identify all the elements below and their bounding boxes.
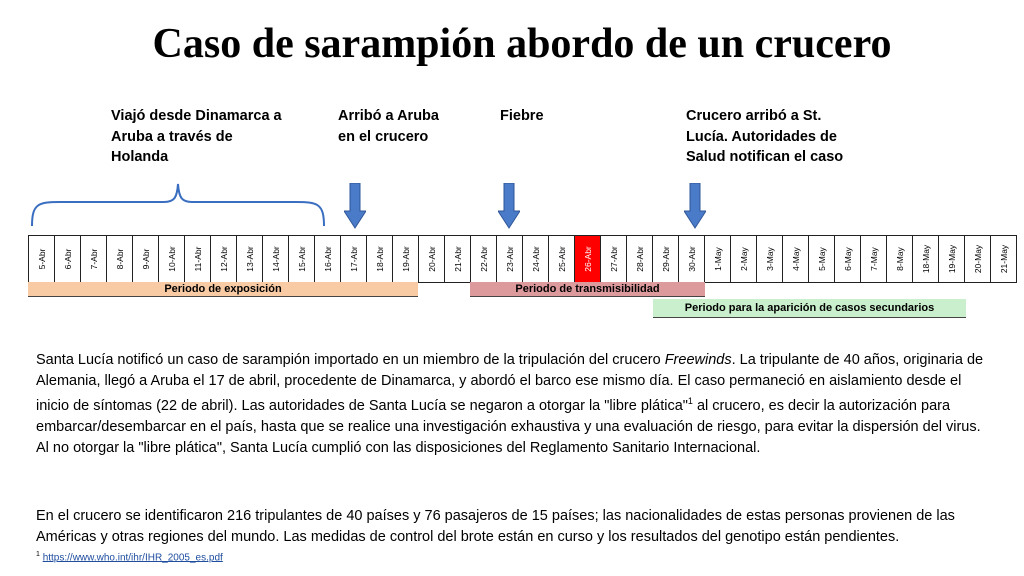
timeline-day-label: 5-May [816,247,827,271]
timeline-day: 3-May [757,236,783,282]
timeline-day: 1-May [705,236,731,282]
timeline-day: 16-Abr [315,236,341,282]
timeline-day-label: 17-Abr [348,246,359,272]
timeline-day-label: 1-May [712,247,723,271]
timeline-day-label: 22-Abr [478,246,489,272]
timeline-day-label: 2-May [738,247,749,271]
timeline-day: 18-Abr [367,236,393,282]
timeline-day-label: 18-May [920,244,931,274]
secondary-cases-period-bar: Periodo para la aparición de casos secun… [653,299,966,318]
exposure-period-bar: Periodo de exposición [28,282,418,297]
timeline-day: 20-Abr [419,236,445,282]
timeline-day: 2-May [731,236,757,282]
timeline-day: 8-May [887,236,913,282]
timeline-day: 7-May [861,236,887,282]
timeline-day-label: 3-May [764,247,775,271]
timeline-day: 20-May [965,236,991,282]
timeline-day: 14-Abr [263,236,289,282]
timeline-day: 9-Abr [133,236,159,282]
timeline-day-label: 11-Abr [192,246,203,272]
timeline-day-label: 15-Abr [296,246,307,272]
timeline-day: 25-Abr [549,236,575,282]
timeline-day-label: 24-Abr [530,246,541,272]
timeline-day-label: 29-Abr [660,246,671,272]
timeline-day: 10-Abr [159,236,185,282]
footnote-reference: 1 [687,396,693,407]
timeline-day-label: 14-Abr [270,246,281,272]
timeline-day: 5-May [809,236,835,282]
annotation-travel: Viajó desde Dinamarca a Aruba a través d… [111,108,282,165]
timeline-day: 17-Abr [341,236,367,282]
timeline-day: 11-Abr [185,236,211,282]
timeline-day-label: 21-May [998,244,1009,274]
timeline-day: 26-Abr [575,236,601,282]
timeline-day-label: 7-Abr [88,248,99,270]
timeline-day-label: 20-Abr [426,246,437,272]
notification-arrow-icon [684,183,706,229]
page-title: Caso de sarampión abordo de un crucero [152,21,892,67]
timeline-day: 12-Abr [211,236,237,282]
timeline: 5-Abr 6-Abr 7-Abr 8-Abr 9-Abr 10-Abr 11-Abr 12-… [28,235,1017,283]
timeline-day: 23-Abr [497,236,523,282]
case-text-start: Santa Lucía notificó un caso de sarampió… [36,352,665,368]
timeline-day: 28-Abr [627,236,653,282]
timeline-day-label: 6-May [842,247,853,271]
timeline-day-label: 19-Abr [400,246,411,272]
timeline-day-label: 30-Abr [686,246,697,272]
footnote-link[interactable]: https://www.who.int/ihr/IHR_2005_es.pdf [42,552,223,564]
timeline-day: 21-May [991,236,1017,282]
timeline-day-label: 12-Abr [218,246,229,272]
timeline-day: 15-Abr [289,236,315,282]
timeline-day: 27-Abr [601,236,627,282]
timeline-day: 22-Abr [471,236,497,282]
timeline-day: 29-Abr [653,236,679,282]
case-text-middle: . La tripulante de 40 años, originaria d… [36,352,984,415]
timeline-day-label: 20-May [972,244,983,274]
timeline-day: 4-May [783,236,809,282]
footnote-mark: 1 [36,551,40,558]
timeline-day: 30-Abr [679,236,705,282]
timeline-day-label: 5-Abr [36,248,47,270]
timeline-day-label: 7-May [868,247,879,271]
crew-description: En el crucero se identificaron 216 tripu… [36,508,955,545]
timeline-day-label: 8-May [894,247,905,271]
timeline-day-label: 18-Abr [374,246,385,272]
arrival-arrow-icon [344,183,366,229]
timeline-day-label: 27-Abr [608,246,619,272]
timeline-day-label: 4-May [790,247,801,271]
case-text-end: al crucero, es decir la autorización par… [36,398,981,456]
timeline-day: 19-Abr [393,236,419,282]
timeline-day-label: 13-Abr [244,246,255,272]
footnote: 1 https://www.who.int/ihr/IHR_2005_es.pd… [36,551,223,563]
timeline-day-label: 21-Abr [452,246,463,272]
annotation-notification: Crucero arribó a St. Lucía. Autoridades … [686,108,844,165]
ship-name: Freewinds [664,352,732,368]
timeline-day-label: 6-Abr [62,248,73,270]
travel-brace [31,183,325,227]
fever-arrow-icon [498,183,520,229]
timeline-day-label: 8-Abr [114,248,125,270]
timeline-day: 19-May [939,236,965,282]
timeline-day: 5-Abr [29,236,55,282]
timeline-day-label: 9-Abr [140,248,151,270]
timeline-day-label: 16-Abr [322,246,333,272]
timeline-day: 7-Abr [81,236,107,282]
timeline-day: 21-Abr [445,236,471,282]
timeline-day-label: 26-Abr [582,246,593,272]
case-description: Santa Lucía notificó un caso de sarampió… [36,350,990,458]
timeline-day-label: 23-Abr [504,246,515,272]
annotation-fever: Fiebre [500,108,544,124]
timeline-day: 8-Abr [107,236,133,282]
transmission-period-bar: Periodo de transmisibilidad [470,282,705,297]
timeline-day-label: 28-Abr [634,246,645,272]
timeline-day-label: 25-Abr [556,246,567,272]
annotation-arrival: Arribó a Aruba en el crucero [338,108,439,145]
timeline-day-label: 19-May [946,244,957,274]
timeline-day: 6-Abr [55,236,81,282]
timeline-day: 24-Abr [523,236,549,282]
timeline-day-label: 10-Abr [166,246,177,272]
timeline-day: 18-May [913,236,939,282]
timeline-day: 13-Abr [237,236,263,282]
timeline-day: 6-May [835,236,861,282]
